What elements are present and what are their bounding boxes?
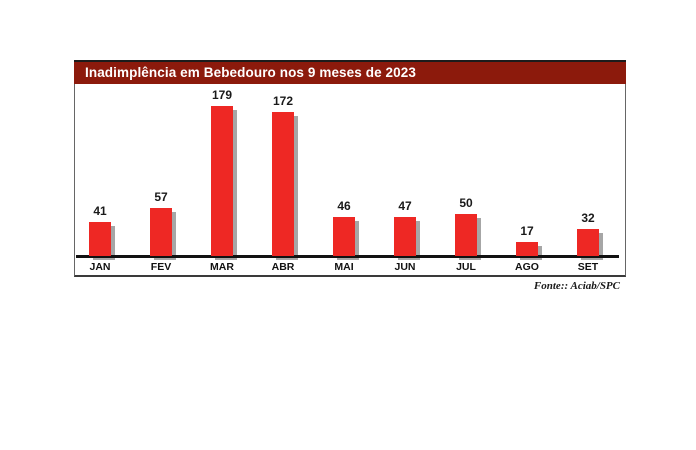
month-label: JUL xyxy=(456,261,476,273)
bar-value-label: 47 xyxy=(398,199,412,213)
bar-value-label: 179 xyxy=(211,88,233,102)
month-label: FEV xyxy=(150,261,172,273)
month-label: JAN xyxy=(89,261,111,273)
bar-value-label: 32 xyxy=(581,211,595,225)
bar xyxy=(211,106,233,256)
bar xyxy=(394,217,416,256)
bar xyxy=(333,217,355,256)
indebtedness-chart: Inadimplência em Bebedouro nos 9 meses d… xyxy=(74,60,626,292)
month-label: AGO xyxy=(515,261,539,273)
bar xyxy=(516,242,538,256)
month-label: MAI xyxy=(334,261,354,273)
source-label: Fonte:: Aciab/SPC xyxy=(533,280,620,292)
month-label: MAR xyxy=(210,261,234,273)
bar-value-label: 57 xyxy=(154,190,168,204)
bar-value-label: 46 xyxy=(337,199,351,213)
month-label: SET xyxy=(577,261,599,273)
bar xyxy=(89,222,111,256)
plot-area: 41 JAN 57 FEV 179 MAR 172 ABR 46 MAI 47 JUN 50 JUL 17 A… xyxy=(74,84,626,277)
bar-value-label: 172 xyxy=(272,94,294,108)
bar-value-label: 50 xyxy=(459,196,473,210)
chart-title: Inadimplência em Bebedouro nos 9 meses d… xyxy=(85,65,416,80)
bar-value-label: 41 xyxy=(93,204,107,218)
x-axis-baseline xyxy=(76,255,619,258)
bar-value-label: 17 xyxy=(520,224,534,238)
month-label: ABR xyxy=(271,261,295,273)
bar xyxy=(272,112,294,256)
month-label: JUN xyxy=(394,261,416,273)
bar xyxy=(577,229,599,256)
chart-title-bar: Inadimplência em Bebedouro nos 9 meses d… xyxy=(74,60,626,84)
bar xyxy=(150,208,172,256)
bar xyxy=(455,214,477,256)
